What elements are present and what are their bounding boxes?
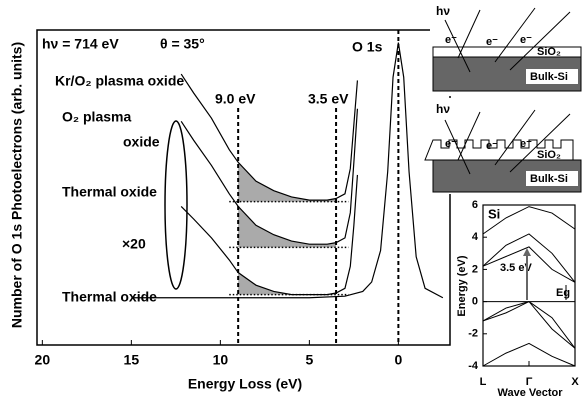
x-tick-label: X — [571, 376, 579, 388]
annotation: Eg — [556, 287, 570, 299]
x-tick-label: 15 — [124, 352, 140, 368]
electron-arrow — [457, 111, 481, 161]
series-line — [180, 73, 359, 201]
series-line — [482, 300, 576, 349]
schematic-rough: hν e⁻ e⁻ e⁻ SiO₂ Bulk-Si — [424, 98, 585, 194]
shaded-area — [238, 206, 337, 248]
diagram-label: e⁻ — [445, 34, 457, 46]
diagram-label: e⁻ — [520, 34, 532, 46]
series-line — [180, 108, 359, 245]
annotation: 3.5 eV — [308, 91, 349, 107]
electron-arrow — [494, 109, 536, 166]
diagram-label: e⁻ — [486, 140, 498, 152]
series-line — [131, 42, 444, 299]
label-box — [526, 69, 578, 84]
x-axis-label: Wave Vector — [497, 387, 563, 399]
series-line — [482, 246, 576, 283]
x-axis-label: Energy Loss (eV) — [188, 376, 302, 392]
diagram-label: Bulk-Si — [530, 173, 568, 185]
annotation: 3.5 eV — [500, 262, 532, 274]
x-tick-label: L — [480, 376, 487, 388]
diagram-label: e⁻ — [486, 36, 498, 48]
x-tick-label: 20 — [35, 352, 51, 368]
x-tick-label: Γ — [526, 376, 533, 388]
series-line — [482, 233, 576, 283]
y-tick-label: 2 — [472, 263, 478, 275]
annotation: Kr/O₂ plasma oxide — [55, 73, 184, 89]
photon-arrow — [444, 19, 471, 73]
series-line — [482, 342, 576, 367]
shaded-area — [238, 272, 337, 295]
annotation: O₂ plasma — [62, 109, 131, 125]
diagram-label: hν — [436, 4, 450, 18]
photon-arrow — [444, 119, 471, 175]
y-tick-label: 4 — [472, 231, 479, 243]
electron-arrow — [509, 11, 571, 71]
annotation: oxide — [123, 134, 160, 150]
annotation: Thermal oxide — [62, 289, 157, 305]
y-axis-label: Number of O 1s Photoelectrons (arb. unit… — [9, 42, 25, 328]
x-tick-label: 0 — [394, 352, 402, 368]
annotation: O 1s — [352, 39, 383, 55]
y-tick-label: -2 — [468, 328, 478, 340]
diagram-label: hν — [436, 102, 450, 116]
arrow-head — [523, 248, 531, 256]
diagram-label: SiO₂ — [537, 149, 561, 161]
annotation: hν = 714 eV — [42, 36, 119, 52]
start-ellipse — [164, 120, 188, 290]
annotation: θ = 35° — [160, 36, 205, 52]
diagram-label: e⁻ — [445, 138, 457, 150]
annotation: Thermal oxide — [62, 184, 157, 200]
annotation: ×20 — [122, 236, 146, 252]
diagram-label: e⁻ — [520, 138, 532, 150]
diagram-label: Bulk-Si — [530, 71, 568, 83]
electron-arrow — [457, 9, 481, 59]
y-tick-label: -4 — [468, 360, 479, 372]
main-chart: 20 15 10 5 0 hν = 714 eV θ = 35° O 1s Kr/O₂ plas… — [9, 30, 444, 392]
series-line — [482, 206, 576, 235]
y-axis-label: Energy (eV) — [456, 255, 468, 316]
chart-title: Si — [488, 206, 500, 221]
oxide-layer — [424, 139, 574, 161]
shaded-area — [238, 162, 337, 202]
diagram-label: SiO₂ — [537, 46, 561, 58]
schematic-flat: hν e⁻ e⁻ e⁻ SiO₂ Bulk-Si — [430, 0, 585, 96]
x-tick-label: 5 — [305, 352, 313, 368]
label-box — [526, 171, 578, 186]
y-tick-label: 6 — [472, 199, 478, 211]
band-chart: L Γ X -4 -2 0 2 4 6 3.5 eV Eg Wave Vector Energy (eV… — [456, 199, 579, 399]
y-tick-label: 0 — [472, 296, 478, 308]
annotation: 9.0 eV — [215, 91, 256, 107]
electron-arrow — [494, 7, 536, 63]
x-tick-label: 10 — [213, 352, 229, 368]
electron-arrow — [509, 113, 571, 173]
series-line — [180, 174, 359, 296]
